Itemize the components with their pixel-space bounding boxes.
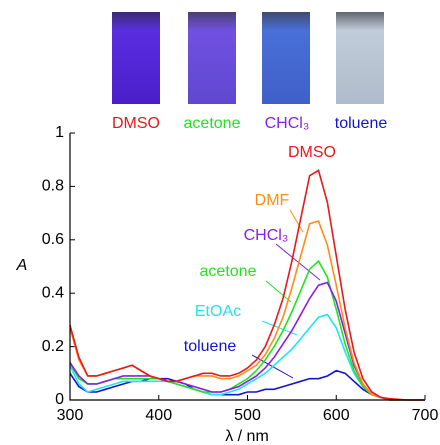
axes [69,133,425,401]
vial-photo [188,12,236,104]
spectrum-line [69,169,425,401]
spectrum-line [69,259,425,401]
photo-label: acetone [184,115,241,132]
curve-label: DMSO [288,144,336,161]
x-tick-label: 700 [412,407,439,424]
y-axis-label: A [16,257,28,274]
x-axis-label: λ / nm [225,428,269,445]
spectrum-line [69,281,425,401]
photo-label: CHCl₃ [265,115,310,132]
vial-photo [336,12,384,104]
arrow [275,243,321,281]
photo-label: DMSO [112,115,160,132]
y-tick-label: 0 [55,391,64,408]
vial-photo [262,12,310,104]
curve-label: CHCl₃ [244,227,289,244]
spectrum-line [69,313,425,401]
x-tick-label: 400 [145,407,172,424]
curve-label: EtOAc [195,303,241,320]
y-tick-label: 0.4 [42,284,64,301]
arrow [265,280,292,303]
photo-label: toluene [335,115,388,132]
y-tick-label: 0.8 [42,178,64,195]
y-tick-label: 0.2 [42,338,64,355]
y-tick-label: 0.6 [42,231,64,248]
x-tick-label: 300 [57,407,84,424]
y-tick-label: 1 [55,124,64,141]
curve-label: toluene [184,338,237,355]
x-tick-label: 500 [234,407,261,424]
x-tick-label: 600 [323,407,350,424]
curve-label: DMF [255,192,290,209]
arrow [261,320,298,336]
arrow [289,209,304,233]
spectrum-line [69,369,425,401]
curve-label: acetone [200,263,257,280]
vial-photo [112,12,160,104]
spectrum-line [69,220,425,401]
